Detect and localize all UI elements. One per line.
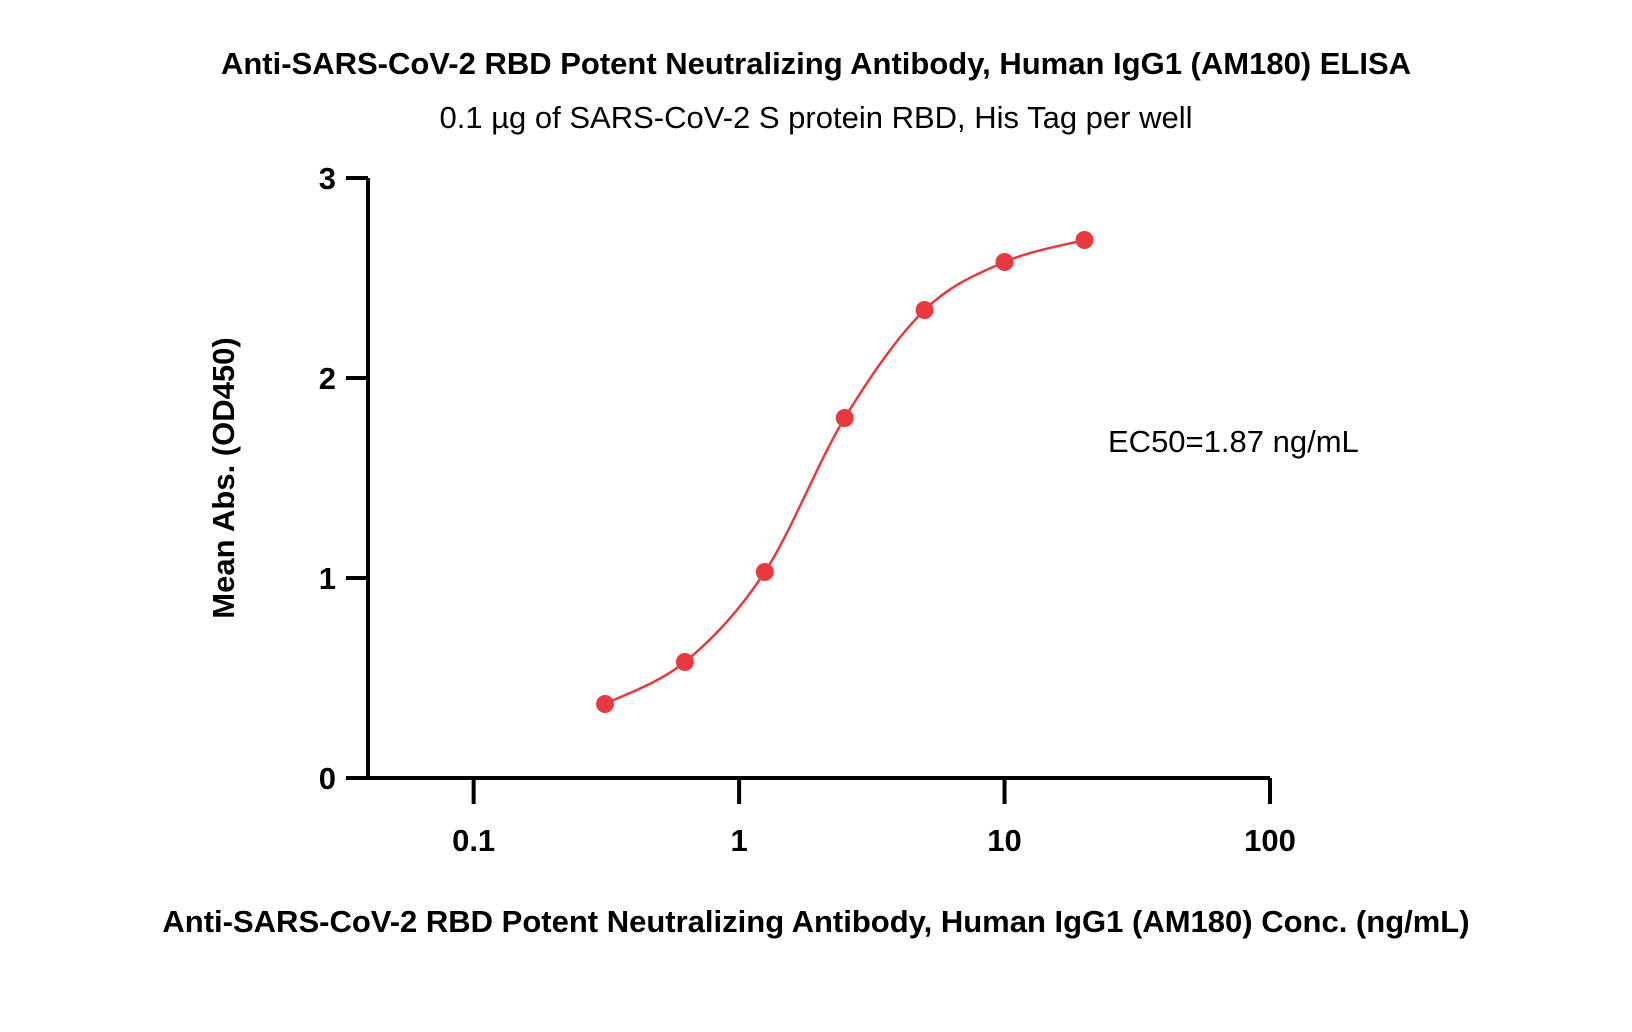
y-tick-label: 0: [319, 761, 336, 796]
fit-curve: [604, 238, 1085, 706]
data-point: [675, 653, 694, 671]
data-point: [595, 695, 614, 713]
y-tick-label: 2: [319, 361, 336, 396]
y-tick-label: 3: [319, 161, 336, 196]
axes: 0 1 2 3 0.1 1 10 100: [319, 161, 1296, 858]
x-tick-label: 10: [987, 823, 1021, 858]
data-point: [1075, 231, 1094, 249]
chart-subtitle: 0.1 µg of SARS-CoV-2 S protein RBD, His …: [439, 100, 1193, 135]
x-tick-label: 1: [730, 823, 747, 858]
fit-curve-path: [604, 238, 1085, 706]
chart-title: Anti-SARS-CoV-2 RBD Potent Neutralizing …: [220, 46, 1412, 81]
x-axis-label: Anti-SARS-CoV-2 RBD Potent Neutralizing …: [162, 904, 1469, 939]
y-tick-label: 1: [319, 561, 336, 596]
x-tick-label: 0.1: [452, 823, 495, 858]
y-axis-label: Mean Abs. (OD450): [206, 337, 241, 618]
x-tick-label: 100: [1244, 823, 1296, 858]
ec50-annotation: EC50=1.87 ng/mL: [1108, 424, 1359, 459]
data-point: [835, 409, 854, 427]
data-point: [995, 253, 1014, 271]
data-points: [595, 231, 1094, 713]
data-point: [915, 301, 934, 319]
data-point: [755, 563, 774, 581]
